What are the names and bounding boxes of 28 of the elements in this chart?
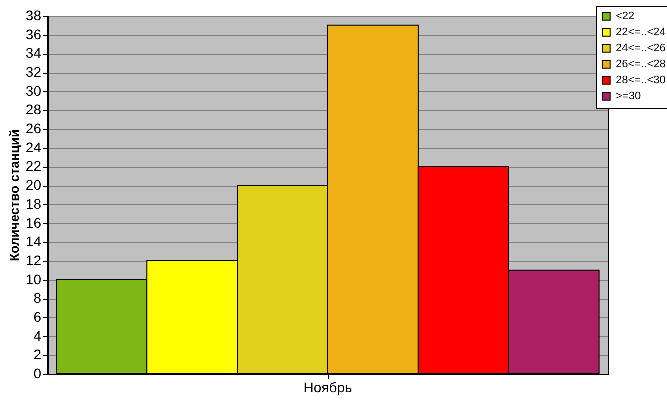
y-tick-label: 20 <box>26 177 42 194</box>
x-tick-label: Ноябрь <box>304 380 352 396</box>
y-tick-label: 18 <box>26 196 42 212</box>
y-tick-label: 34 <box>26 45 42 62</box>
y-tick-label: 12 <box>26 252 42 268</box>
y-tick-label: 4 <box>34 328 42 344</box>
y-tick-label: 16 <box>26 214 42 231</box>
y-tick-label: 26 <box>26 120 42 137</box>
y-axis-title: Количество станций <box>6 129 22 262</box>
y-tick-label: 22 <box>26 158 42 174</box>
legend-label: 22<=..<24 <box>616 26 666 38</box>
legend-label: 24<=..<26 <box>616 42 666 54</box>
y-tick-label: 36 <box>26 26 42 42</box>
y-tick-label: 38 <box>26 8 42 24</box>
legend-label: >=30 <box>616 90 642 102</box>
y-tick-label: 30 <box>26 82 42 99</box>
y-tick-label: 0 <box>34 366 42 382</box>
y-tick-label: 28 <box>26 102 42 118</box>
legend-label: <22 <box>616 10 635 22</box>
y-tick-label: 8 <box>34 290 42 306</box>
y-tick-label: 10 <box>26 271 42 288</box>
legend-label: 28<=..<30 <box>616 74 666 86</box>
y-tick-label: 2 <box>34 346 42 363</box>
y-tick-label: 6 <box>34 308 42 325</box>
legend-label: 26<=..<28 <box>616 58 666 70</box>
y-tick-label: 24 <box>26 139 42 156</box>
y-tick-label: 14 <box>26 234 42 250</box>
y-tick-label: 32 <box>26 64 42 80</box>
